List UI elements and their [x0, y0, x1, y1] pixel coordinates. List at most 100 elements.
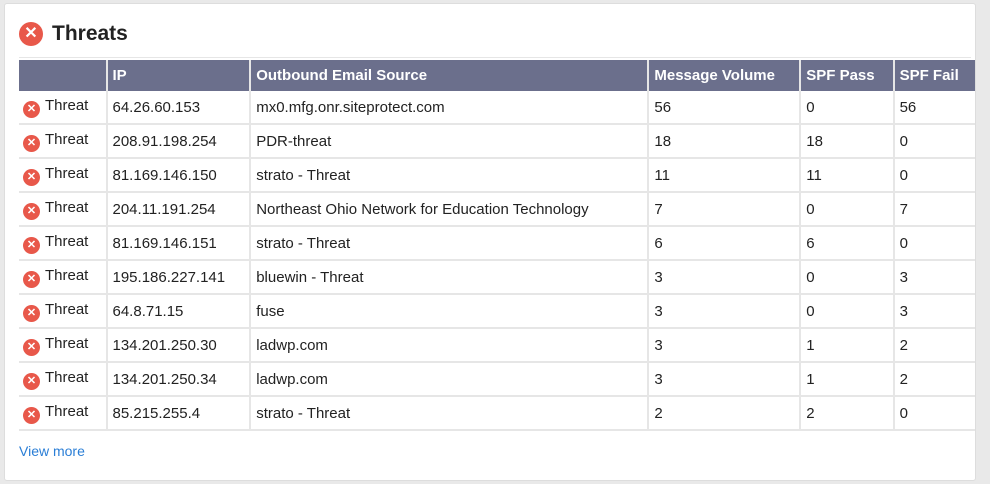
status-text: Threat: [45, 96, 89, 114]
source-cell: bluewin - Threat: [249, 260, 650, 295]
status-cell: ✕ Threat: [19, 328, 108, 363]
threat-x-icon: ✕: [23, 372, 40, 390]
status-cell: ✕ Threat: [19, 226, 108, 261]
ip-cell: 81.169.146.150: [105, 158, 252, 193]
status-cell: ✕ Threat: [19, 124, 108, 159]
table-row: ✕ Threat 85.215.255.4 strato - Threat 2 2 0: [19, 396, 975, 431]
table-row: ✕ Threat 195.186.227.141 bluewin - Threat 3 0…: [19, 260, 975, 295]
status-text: Threat: [45, 266, 89, 284]
ip-cell: 208.91.198.254: [105, 124, 252, 159]
fail-cell: 3: [892, 294, 975, 329]
source-cell: mx0.mfg.onr.siteprotect.com: [249, 91, 650, 125]
fail-cell: 2: [892, 362, 975, 397]
ip-cell: 64.8.71.15: [105, 294, 252, 329]
threats-card: ✕ Threats IP Outbound Email Source Message…: [4, 3, 976, 481]
status-text: Threat: [45, 368, 89, 386]
pass-cell: 0: [799, 91, 895, 125]
source-cell: strato - Threat: [249, 396, 650, 431]
table-row: ✕ Threat 64.8.71.15 fuse 3 0 3: [19, 294, 975, 329]
fail-cell: 0: [892, 124, 975, 159]
threat-x-icon: ✕: [23, 304, 40, 322]
ip-cell: 81.169.146.151: [105, 226, 252, 261]
source-cell: PDR-threat: [249, 124, 650, 159]
table-row: ✕ Threat 204.11.191.254 Northeast Ohio Netw…: [19, 192, 975, 227]
ip-cell: 134.201.250.34: [105, 362, 252, 397]
pass-cell: 0: [799, 294, 895, 329]
volume-cell: 18: [647, 124, 802, 159]
volume-cell: 11: [647, 158, 802, 193]
fail-cell: 0: [892, 396, 975, 431]
view-more-link[interactable]: View more: [19, 443, 85, 459]
threat-x-icon: ✕: [19, 22, 43, 46]
pass-cell: 11: [799, 158, 895, 193]
pass-cell: 2: [799, 396, 895, 431]
status-cell: ✕ Threat: [19, 91, 108, 125]
volume-cell: 3: [647, 362, 802, 397]
column-header: Outbound Email Source: [249, 60, 649, 91]
title-text: Threats: [52, 22, 128, 45]
status-cell: ✕ Threat: [19, 396, 108, 431]
table-row: ✕ Threat 134.201.250.34 ladwp.com 3 1 2: [19, 362, 975, 397]
volume-cell: 7: [647, 192, 802, 227]
ip-cell: 85.215.255.4: [105, 396, 252, 431]
status-cell: ✕ Threat: [19, 158, 108, 193]
status-text: Threat: [45, 334, 89, 352]
threat-x-icon: ✕: [23, 100, 40, 118]
status-text: Threat: [45, 130, 89, 148]
fail-cell: 7: [892, 192, 975, 227]
status-text: Threat: [45, 402, 89, 420]
column-header: IP: [105, 60, 251, 91]
status-cell: ✕ Threat: [19, 260, 108, 295]
status-cell: ✕ Threat: [19, 192, 108, 227]
fail-cell: 3: [892, 260, 975, 295]
volume-cell: 2: [647, 396, 802, 431]
status-text: Threat: [45, 198, 89, 216]
source-cell: ladwp.com: [249, 328, 650, 363]
fail-cell: 0: [892, 226, 975, 261]
source-cell: strato - Threat: [249, 226, 650, 261]
ip-cell: 195.186.227.141: [105, 260, 252, 295]
source-cell: strato - Threat: [249, 158, 650, 193]
column-header: SPF Pass: [799, 60, 894, 91]
pass-cell: 1: [799, 362, 895, 397]
table-row: ✕ Threat 208.91.198.254 PDR-threat 18 18 0: [19, 124, 975, 159]
pass-cell: 6: [799, 226, 895, 261]
pass-cell: 0: [799, 260, 895, 295]
threat-x-icon: ✕: [23, 338, 40, 356]
card-title: ✕ Threats: [19, 22, 128, 46]
volume-cell: 3: [647, 328, 802, 363]
volume-cell: 56: [647, 91, 802, 125]
table-row: ✕ Threat 81.169.146.150 strato - Threat 11 11…: [19, 158, 975, 193]
status-text: Threat: [45, 300, 89, 318]
threat-x-icon: ✕: [23, 168, 40, 186]
threat-x-icon: ✕: [23, 134, 40, 152]
pass-cell: 18: [799, 124, 895, 159]
threat-x-icon: ✕: [23, 236, 40, 254]
source-cell: ladwp.com: [249, 362, 650, 397]
threat-x-icon: ✕: [23, 202, 40, 220]
status-text: Threat: [45, 232, 89, 250]
ip-cell: 134.201.250.30: [105, 328, 252, 363]
source-cell: Northeast Ohio Network for Education Tec…: [249, 192, 650, 227]
status-cell: ✕ Threat: [19, 362, 108, 397]
status-cell: ✕ Threat: [19, 294, 108, 329]
pass-cell: 1: [799, 328, 895, 363]
volume-cell: 6: [647, 226, 802, 261]
column-header: Message Volume: [647, 60, 801, 91]
status-text: Threat: [45, 164, 89, 182]
fail-cell: 0: [892, 158, 975, 193]
divider: [19, 57, 971, 58]
ip-cell: 204.11.191.254: [105, 192, 252, 227]
column-header: SPF Fail: [892, 60, 975, 91]
fail-cell: 56: [892, 91, 975, 125]
volume-cell: 3: [647, 294, 802, 329]
column-header: [19, 60, 107, 91]
volume-cell: 3: [647, 260, 802, 295]
threats-table: IP Outbound Email Source Message Volume SPF…: [19, 60, 975, 431]
threat-x-icon: ✕: [23, 270, 40, 288]
table-row: ✕ Threat 81.169.146.151 strato - Threat 6 6 0: [19, 226, 975, 261]
table-row: ✕ Threat 134.201.250.30 ladwp.com 3 1 2: [19, 328, 975, 363]
table-row: ✕ Threat 64.26.60.153 mx0.mfg.onr.siteprote…: [19, 91, 975, 125]
source-cell: fuse: [249, 294, 650, 329]
fail-cell: 2: [892, 328, 975, 363]
